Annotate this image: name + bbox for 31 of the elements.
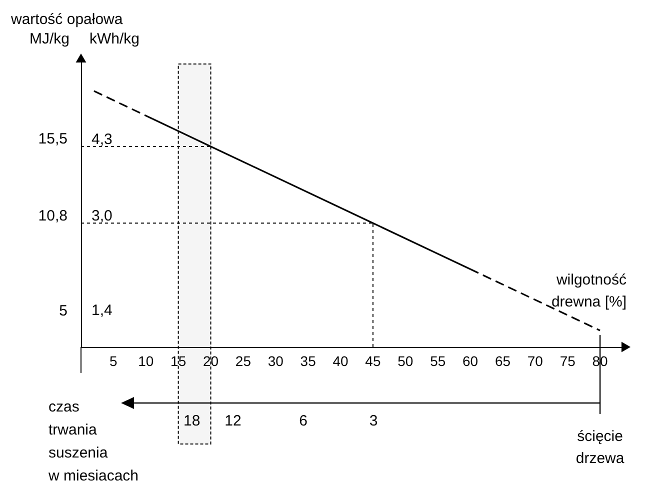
x2-tick-label: 18 [183,412,200,430]
x-tick-label: 50 [398,353,414,369]
x2-tick-label: 6 [299,412,308,430]
x-tick-label: 30 [268,353,284,369]
x2-tick-label: 3 [369,412,378,430]
x-tick-label: 55 [430,353,446,369]
y-tick-label: 3,0 [92,208,112,225]
text: ścięcie drzewa [576,428,625,467]
y2-tick-label: 10,8 [38,208,68,225]
x-axis-title: wilgotność drewna [%] [551,272,627,310]
x-tick-label: 25 [235,353,252,369]
x-tick-label: 10 [138,353,154,369]
x2-tick-label: 12 [224,412,242,430]
y-tick-label: 4,3 [92,130,112,148]
x-tick-label: 20 [202,353,219,369]
y-axis-title: kWh/kg [90,30,140,48]
x-tick-label: 45 [365,353,381,369]
y-tick-label: 1,4 [92,302,112,320]
x-tick-label: 75 [560,353,576,369]
x-tick-label: 5 [110,353,118,369]
y2-axis-title: MJ/kg [29,30,70,48]
x-tick-label: 40 [332,353,349,369]
x-tick-label: 60 [462,353,478,369]
x-tick-label: 70 [527,353,544,369]
x-tick-label: 15 [170,353,186,369]
x2-axis-title: czas trwania suszenia w miesiacach [48,398,139,481]
chart-title: wartość opałowa [10,11,124,28]
y2-tick-label: 15,5 [38,130,68,148]
x-tick-label: 35 [300,353,316,369]
x-tick-label: 65 [494,353,511,369]
y2-tick-label: 5 [59,302,68,320]
